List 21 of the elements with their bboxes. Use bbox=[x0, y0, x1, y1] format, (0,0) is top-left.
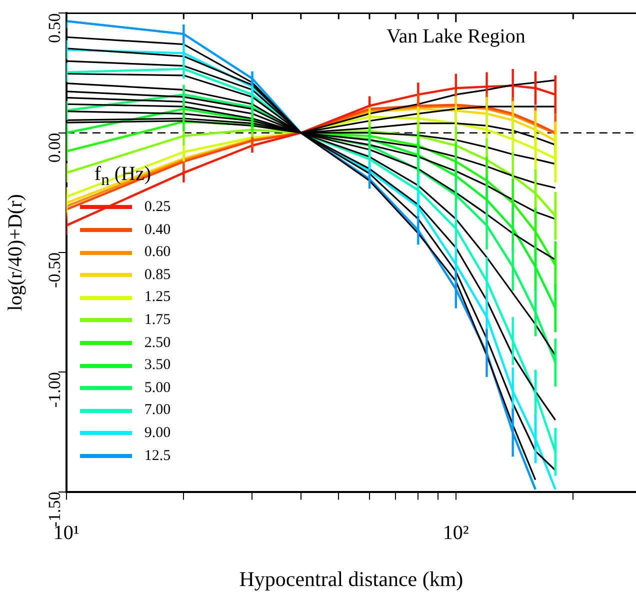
x-tick-label: 10² bbox=[442, 522, 469, 544]
legend-label: 2.50 bbox=[144, 334, 171, 352]
legend-label: 1.25 bbox=[144, 289, 171, 306]
legend-label: 0.85 bbox=[144, 266, 171, 284]
y-tick-label: 0.00 bbox=[44, 132, 64, 163]
legend-label: 0.60 bbox=[144, 244, 171, 262]
y-tick-label: 0.50 bbox=[44, 13, 64, 43]
legend-label: 0.40 bbox=[144, 222, 171, 239]
legend-label: 5.00 bbox=[144, 380, 171, 397]
x-axis-title: Hypocentral distance (km) bbox=[239, 566, 464, 591]
legend-label: 3.50 bbox=[144, 357, 171, 374]
legend-label: 1.75 bbox=[144, 312, 171, 329]
y-tick-label: -1.50 bbox=[44, 492, 64, 528]
text: Van Lake Region bbox=[386, 25, 526, 48]
y-tick-label: -0.50 bbox=[44, 252, 64, 288]
legend-label: 0.25 bbox=[144, 198, 171, 216]
legend-label: 7.00 bbox=[144, 402, 171, 420]
y-tick-label: -1.00 bbox=[44, 372, 64, 408]
y-axis-title: log(r/40)+D(r) bbox=[4, 194, 26, 311]
legend-label: 9.00 bbox=[144, 424, 171, 442]
legend-label: 12.5 bbox=[144, 448, 171, 465]
